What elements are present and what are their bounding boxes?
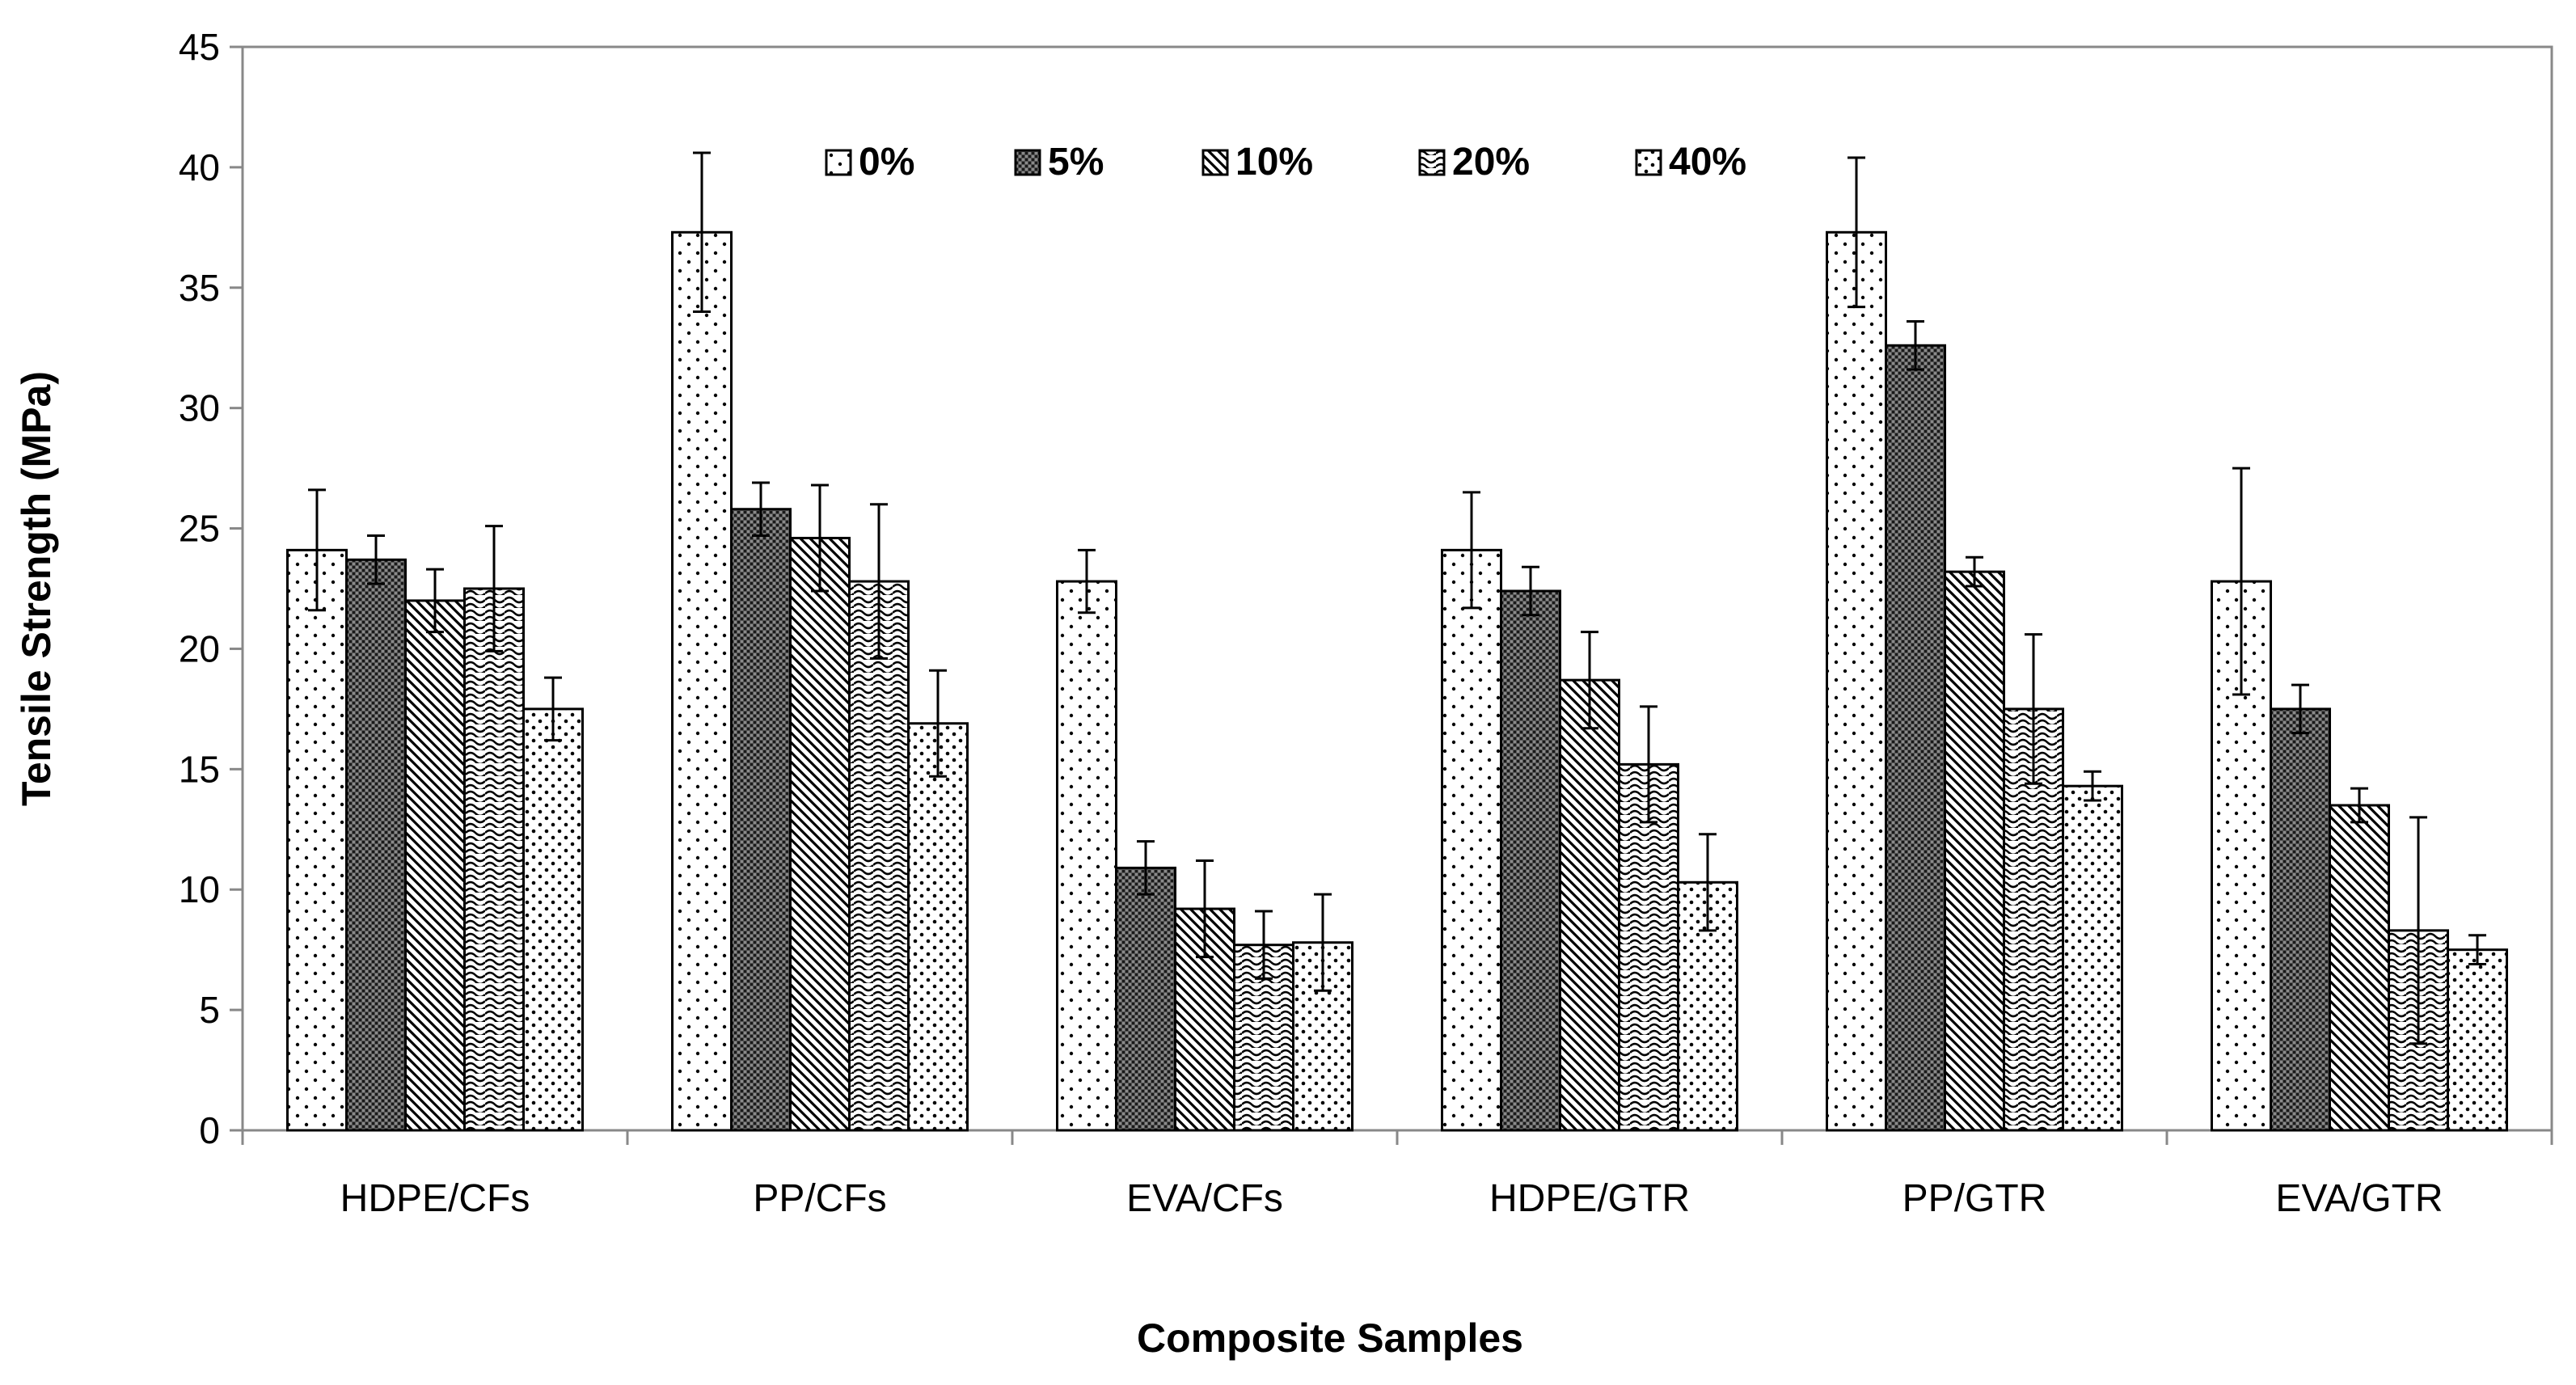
bar-5pct-EVA-CFs bbox=[1115, 866, 1176, 1132]
error-bars bbox=[308, 151, 2486, 1045]
legend-label: 0% bbox=[859, 141, 914, 184]
bar-40pct-PP-CFs bbox=[907, 722, 969, 1132]
bars bbox=[286, 230, 2508, 1132]
bar-10pct-HDPE-GTR bbox=[1559, 678, 1620, 1132]
legend-swatch bbox=[1014, 149, 1041, 176]
bar-0pct-HDPE-GTR bbox=[1441, 548, 1502, 1132]
legend-label: 40% bbox=[1669, 141, 1746, 184]
x-category-label: HDPE/CFs bbox=[340, 1177, 530, 1220]
y-tick-label: 20 bbox=[179, 627, 220, 669]
bar-10pct-EVA-GTR bbox=[2329, 804, 2390, 1132]
bar-10pct-HDPE-CFs bbox=[404, 599, 466, 1132]
bar-20pct-HDPE-CFs bbox=[463, 587, 525, 1132]
y-tick-label: 15 bbox=[179, 748, 220, 790]
x-axis-title: Composite Samples bbox=[1137, 1315, 1523, 1361]
legend-swatch bbox=[1635, 149, 1662, 176]
y-tick-label: 40 bbox=[179, 146, 220, 188]
legend-swatch bbox=[1201, 149, 1229, 176]
bar-5pct-HDPE-GTR bbox=[1500, 589, 1561, 1132]
legend-label: 5% bbox=[1048, 141, 1104, 184]
bar-0pct-EVA-CFs bbox=[1056, 580, 1117, 1132]
x-category-label: PP/GTR bbox=[1902, 1177, 2047, 1220]
bar-40pct-EVA-GTR bbox=[2447, 948, 2508, 1132]
legend-label: 20% bbox=[1452, 141, 1530, 184]
legend-swatch bbox=[825, 149, 852, 176]
y-tick-label: 45 bbox=[179, 26, 220, 68]
x-axis: HDPE/CFs PP/CFs EVA/CFs HDPE/GTR PP/GTR EVA/G… bbox=[241, 1129, 2553, 1220]
x-category-label: EVA/GTR bbox=[2275, 1177, 2443, 1220]
y-tick-label: 10 bbox=[179, 868, 220, 910]
x-category-label: EVA/CFs bbox=[1126, 1177, 1283, 1220]
bar-0pct-PP-GTR bbox=[1826, 230, 1887, 1132]
legend: 0% 5% 10% 20% 40% bbox=[825, 141, 1746, 184]
y-tick-label: 0 bbox=[199, 1109, 220, 1151]
bar-20pct-HDPE-GTR bbox=[1618, 762, 1679, 1132]
bar-5pct-EVA-GTR bbox=[2270, 707, 2331, 1132]
y-tick-label: 5 bbox=[199, 989, 220, 1031]
x-category-label: HDPE/GTR bbox=[1489, 1177, 1690, 1220]
y-tick-label: 35 bbox=[179, 267, 220, 309]
bar-5pct-HDPE-CFs bbox=[345, 558, 407, 1132]
y-tick-label: 25 bbox=[179, 508, 220, 550]
bar-40pct-HDPE-CFs bbox=[522, 707, 584, 1132]
bar-20pct-PP-CFs bbox=[848, 580, 910, 1132]
bar-5pct-PP-CFs bbox=[730, 508, 792, 1132]
plot-frame bbox=[241, 45, 2553, 1132]
legend-label: 10% bbox=[1235, 141, 1313, 184]
y-axis: 0 5 10 15 20 25 30 35 40 45 bbox=[179, 26, 244, 1151]
legend-swatch bbox=[1418, 149, 1446, 176]
bar-40pct-PP-GTR bbox=[2062, 784, 2123, 1132]
bar-0pct-PP-CFs bbox=[671, 230, 733, 1132]
bar-5pct-PP-GTR bbox=[1885, 344, 1946, 1132]
x-category-label: PP/CFs bbox=[753, 1177, 886, 1220]
y-axis-title: Tensile Strength (MPa) bbox=[14, 371, 59, 806]
bar-10pct-PP-CFs bbox=[789, 536, 851, 1132]
bar-0pct-HDPE-CFs bbox=[286, 548, 348, 1132]
y-tick-label: 30 bbox=[179, 387, 220, 429]
bar-10pct-PP-GTR bbox=[1944, 570, 2005, 1132]
